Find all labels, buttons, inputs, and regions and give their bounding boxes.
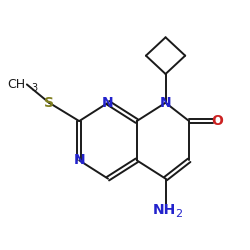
Text: O: O — [212, 114, 223, 128]
Text: N: N — [102, 96, 114, 110]
Text: 3: 3 — [31, 82, 37, 92]
Text: N: N — [74, 153, 85, 167]
Text: NH: NH — [153, 203, 176, 217]
Text: N: N — [160, 96, 172, 110]
Text: CH: CH — [8, 78, 26, 91]
Text: S: S — [44, 96, 54, 110]
Text: 2: 2 — [176, 209, 183, 219]
